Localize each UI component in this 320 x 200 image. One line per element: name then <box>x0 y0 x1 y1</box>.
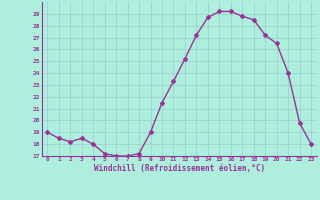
X-axis label: Windchill (Refroidissement éolien,°C): Windchill (Refroidissement éolien,°C) <box>94 164 265 173</box>
